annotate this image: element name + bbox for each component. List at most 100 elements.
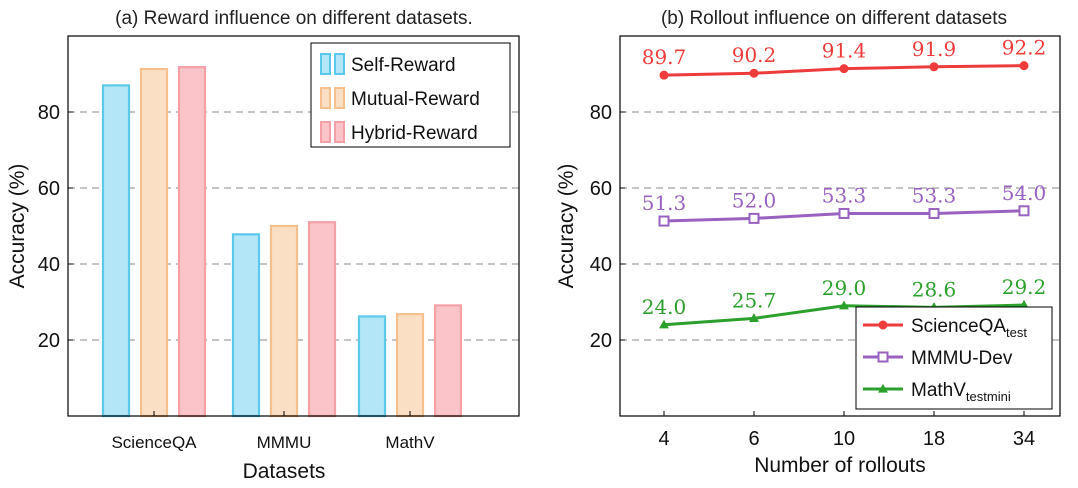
legend-label: Self-Reward [351,55,456,76]
legend-marker [877,351,889,363]
panel-b-y-axis-label: Accuracy (%) [555,164,578,289]
data-label: 28.6 [912,277,957,301]
legend-swatch [334,87,345,109]
panel-a: (a) Reward influence on different datase… [6,8,520,483]
panel-a-title: (a) Reward influence on different datase… [115,8,473,29]
data-point [659,319,669,329]
bar-self-reward-scienceqa [101,84,131,418]
data-point [658,215,670,227]
panel-a-y-tick-label: 80 [38,102,60,124]
panel-b-x-tick-label: 10 [833,428,855,450]
panel-b-legend: ScienceQAtest MMMU-Dev MathVtestmini [855,306,1053,410]
panel-a-x-tick-label: MathV [385,433,435,452]
panel-b-lines: 89.7 90.2 91.4 91.9 92.2 51.3 52.0 53.3 53.3 54.0… [642,36,1047,329]
legend-swatch [334,53,345,75]
legend-label: MathVtestmini [911,380,1011,404]
bar-mutual-reward-mmmu [269,224,299,418]
panel-b-legend-items: ScienceQAtest MMMU-Dev MathVtestmini [863,316,1027,404]
data-point [1018,205,1030,217]
panel-b-axes-frame [619,35,1061,417]
legend-item-scienceqa: ScienceQAtest [863,316,1027,340]
data-label: 89.7 [642,45,687,69]
panel-a-x-ticks: ScienceQA MMMU MathV [111,411,435,452]
bar-mutual-reward-mathv [395,313,425,418]
data-label: 29.0 [822,276,867,300]
bar-mutual-reward-scienceqa [139,67,169,418]
data-point [748,212,760,224]
legend-marker [878,383,888,393]
panel-a-x-tick-label: ScienceQA [111,433,197,452]
data-point [839,64,849,74]
data-point [838,207,850,219]
data-point [659,70,669,80]
legend-label-subscript: testmini [966,389,1011,404]
data-label: 25.7 [732,288,777,312]
data-point [1019,61,1029,71]
series-scienceqa: 89.7 90.2 91.4 91.9 92.2 [642,36,1047,80]
data-point [929,62,939,72]
panel-a-x-axis-label: Datasets [243,460,326,483]
legend-label: Hybrid-Reward [351,123,478,144]
series-mmmu-dev: 51.3 52.0 53.3 53.3 54.0 [642,181,1047,227]
panel-b: (b) Rollout influence on different datas… [555,8,1061,477]
legend-label-main: ScienceQA [911,316,1006,337]
data-label: 53.3 [822,183,867,207]
panel-a-x-tick-label: MMMU [257,433,312,452]
panel-a-y-ticks: 20 40 60 80 [38,102,73,352]
legend-label-main: MMMU-Dev [911,348,1013,369]
legend-item-mmmu-dev: MMMU-Dev [863,348,1013,369]
data-label: 90.2 [732,43,777,67]
panel-b-x-tick-label: 18 [923,428,945,450]
panel-b-x-tick-label: 4 [658,428,669,450]
panel-b-y-tick-label: 20 [590,330,612,352]
data-label: 91.4 [822,39,867,63]
data-point [749,313,759,322]
panel-a-y-tick-label: 40 [38,254,60,276]
legend-label: Mutual-Reward [351,89,480,110]
panel-a-legend-items: Self-Reward Mutual-Reward Hybrid-Reward [320,53,480,144]
panel-b-y-ticks: 20 40 60 80 [590,102,625,352]
panel-b-x-ticks: 4 6 10 18 34 [658,411,1035,450]
legend-label-main: MathV [911,380,966,401]
bar-self-reward-mathv [357,315,387,418]
legend-item-hybrid-reward: Hybrid-Reward [320,121,478,144]
data-point [928,207,940,219]
data-point [749,68,759,78]
bar-hybrid-reward-scienceqa [177,66,207,418]
panel-b-title: (b) Rollout influence on different datas… [661,8,1007,29]
panel-b-y-tick-label: 40 [590,254,612,276]
bar-hybrid-reward-mathv [433,304,463,418]
panel-a-axes-frame [67,35,520,417]
panel-b-x-tick-label: 6 [748,428,759,450]
bar-self-reward-mmmu [231,233,261,418]
panel-b-x-tick-label: 34 [1013,428,1035,450]
data-label: 91.9 [912,37,957,61]
data-label: 53.3 [912,183,957,207]
legend-swatch [320,121,331,143]
data-point [1019,299,1029,309]
data-label: 24.0 [642,295,687,319]
legend-item-mutual-reward: Mutual-Reward [320,87,480,110]
data-label: 52.0 [732,188,777,212]
panel-a-y-tick-label: 20 [38,330,60,352]
legend-swatch [320,87,331,109]
panel-a-legend: Self-Reward Mutual-Reward Hybrid-Reward [310,42,511,148]
bar-hybrid-reward-mmmu [307,221,337,418]
legend-item-mathv: MathVtestmini [863,380,1011,404]
panel-b-y-tick-label: 80 [590,102,612,124]
panel-b-y-tick-label: 60 [590,178,612,200]
data-point [839,300,849,310]
legend-marker [878,320,888,330]
legend-label-subscript: test [1006,325,1027,340]
data-label: 29.2 [1002,275,1047,299]
data-label: 92.2 [1002,36,1047,60]
panel-a-y-tick-label: 60 [38,178,60,200]
data-label: 51.3 [642,191,687,215]
legend-swatch [334,121,345,143]
legend-swatch [320,53,331,75]
panel-b-x-axis-label: Number of rollouts [754,454,926,477]
data-label: 54.0 [1002,181,1047,205]
panel-a-y-axis-label: Accuracy (%) [6,164,29,289]
legend-label: MMMU-Dev [911,348,1013,369]
